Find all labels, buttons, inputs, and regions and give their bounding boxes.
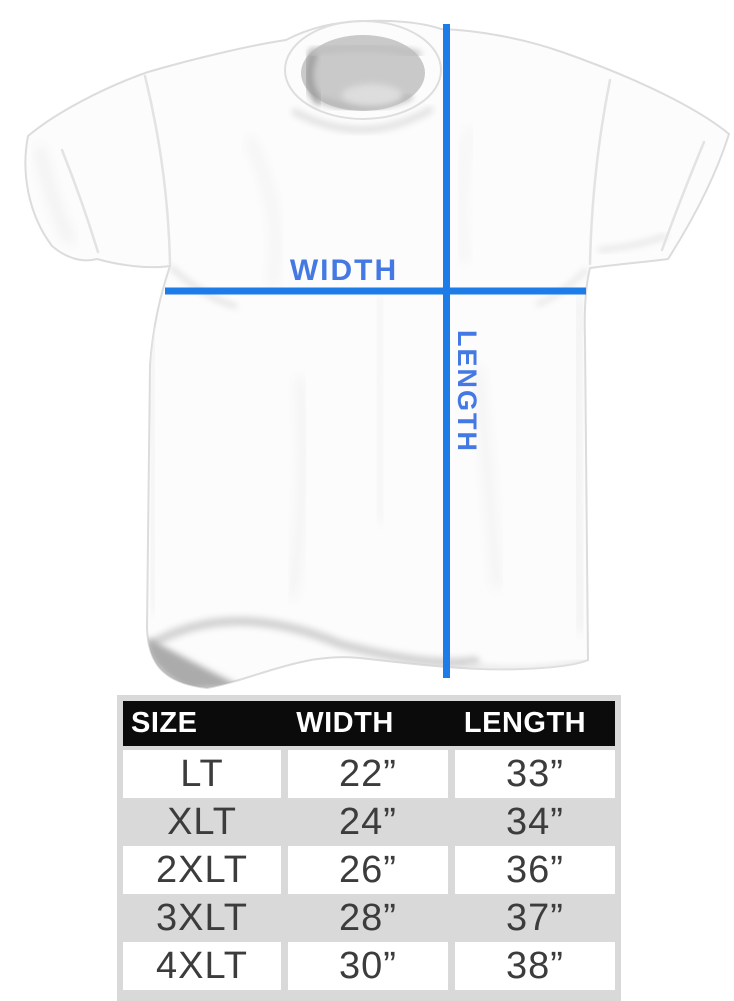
size-cell: LT: [123, 750, 281, 798]
size-cell: 2XLT: [123, 846, 281, 894]
length-cell: 36”: [455, 846, 615, 894]
length-cell: 33”: [455, 750, 615, 798]
size-cell: 3XLT: [155, 897, 248, 939]
length-label: LENGTH: [452, 330, 482, 453]
table-row: 4XLT 30” 38”: [123, 942, 615, 990]
table-row: LT 22” 33”: [123, 750, 615, 798]
cuff-seam-right: [660, 140, 706, 252]
col-header-length: LENGTH: [463, 707, 587, 739]
cuff-seam-left: [60, 148, 100, 254]
collar: [284, 20, 442, 120]
length-cell: 38”: [455, 942, 615, 990]
shoulder-seam-right: [588, 78, 612, 266]
width-cell: 30”: [288, 942, 448, 990]
col-header-size: SIZE: [131, 707, 198, 739]
shoulder-seam-left: [143, 74, 172, 266]
width-cell: 22”: [288, 750, 448, 798]
tshirt-diagram: WIDTH LENGTH: [24, 19, 730, 690]
fabric-shading: [36, 106, 668, 689]
size-cell: XLT: [167, 801, 237, 843]
length-cell: 34”: [506, 801, 564, 843]
table-row: 3XLT 28” 37”: [123, 894, 615, 942]
length-cell: 37”: [506, 897, 564, 939]
width-cell: 26”: [288, 846, 448, 894]
width-cell: 24”: [339, 801, 397, 843]
table-row: XLT 24” 34”: [123, 798, 615, 846]
width-label: WIDTH: [290, 254, 398, 287]
size-table-header: SIZE WIDTH LENGTH: [123, 701, 615, 746]
size-cell: 4XLT: [123, 942, 281, 990]
table-row: 2XLT 26” 36”: [123, 846, 615, 894]
col-header-width: WIDTH: [296, 707, 394, 739]
collar-band: [284, 20, 442, 120]
width-cell: 28”: [339, 897, 397, 939]
size-table: SIZE WIDTH LENGTH LT 22” 33” XLT 24” 34”…: [117, 695, 621, 1001]
